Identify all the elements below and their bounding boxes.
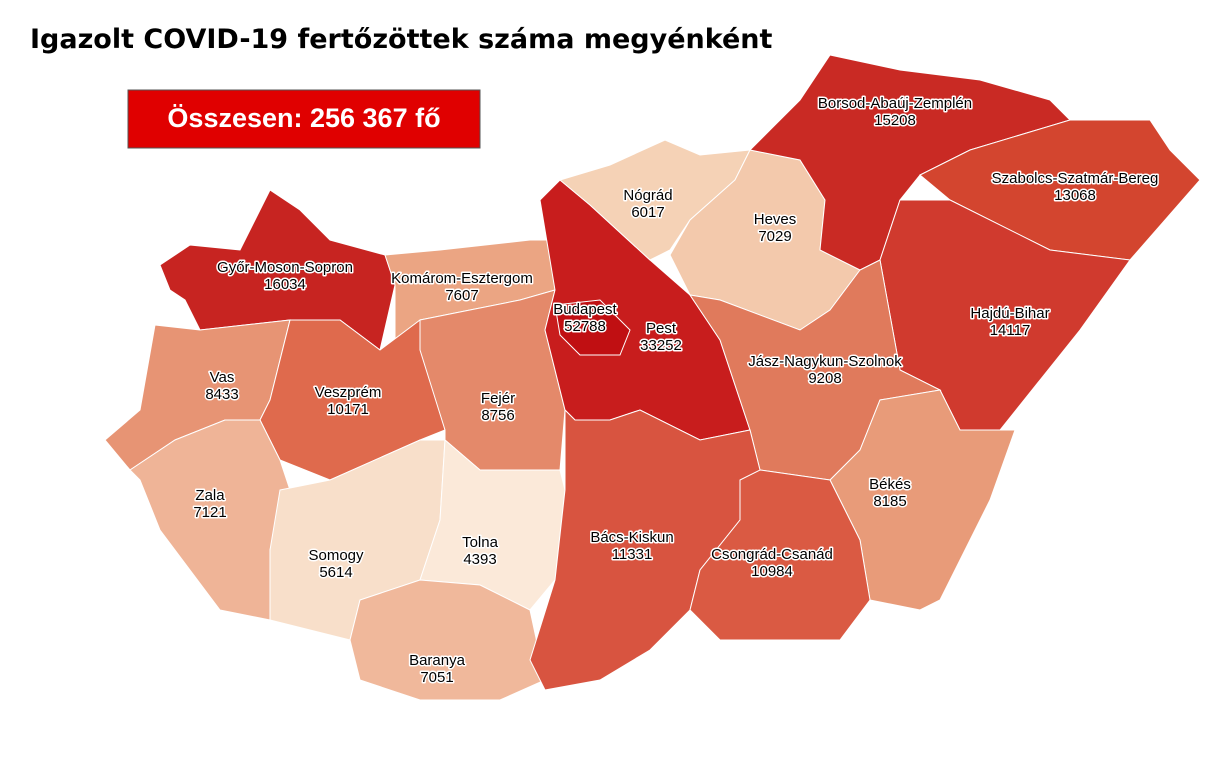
region xyxy=(919,119,1201,261)
region-name: Békés xyxy=(869,476,911,493)
region xyxy=(689,469,871,641)
region-value: 10984 xyxy=(751,563,793,580)
region-name: Fejér xyxy=(481,390,515,407)
title: Igazolt COVID-19 fertőzöttek száma megyé… xyxy=(30,24,773,55)
region-name: Heves xyxy=(754,211,797,228)
region-value: 6017 xyxy=(631,204,664,221)
region-name: Hajdú-Bihar xyxy=(970,305,1049,322)
region-value: 7051 xyxy=(420,669,453,686)
region-value: 8756 xyxy=(481,407,514,424)
region xyxy=(419,438,566,611)
region-name: Baranya xyxy=(409,652,466,669)
region-value: 33252 xyxy=(640,337,682,354)
region-value: 7029 xyxy=(758,228,791,245)
region-value: 52788 xyxy=(564,318,606,335)
region-value: 7121 xyxy=(193,504,226,521)
region-name: Tolna xyxy=(462,534,499,551)
region-name: Komárom-Esztergom xyxy=(391,270,533,287)
region-value: 13068 xyxy=(1054,187,1096,204)
region-name: Csongrád-Csanád xyxy=(711,546,833,563)
region-value: 7607 xyxy=(445,287,478,304)
region-name: Vas xyxy=(210,369,235,386)
region-value: 11331 xyxy=(612,546,653,563)
region-name: Nógrád xyxy=(623,187,672,204)
region-value: 16034 xyxy=(264,276,306,293)
region-name: Somogy xyxy=(308,547,364,564)
region-name: Győr-Moson-Sopron xyxy=(217,259,353,276)
region-value: 8433 xyxy=(205,386,238,403)
region-value: 4393 xyxy=(463,551,496,568)
region-value: 8185 xyxy=(873,493,906,510)
region-value: 15208 xyxy=(874,112,916,129)
total-box xyxy=(127,89,481,149)
region-value: 14117 xyxy=(990,322,1031,339)
region-name: Szabolcs-Szatmár-Bereg xyxy=(992,170,1159,187)
region-name: Borsod-Abaúj-Zemplén xyxy=(818,95,972,112)
total: Összesen: 256 367 fő xyxy=(167,103,440,133)
region-name: Budapest xyxy=(553,301,617,318)
region xyxy=(554,299,631,356)
region-value: 9208 xyxy=(808,370,841,387)
region-name: Jász-Nagykun-Szolnok xyxy=(748,353,902,370)
region-name: Veszprém xyxy=(315,384,382,401)
region-name: Bács-Kiskun xyxy=(590,529,673,546)
regions xyxy=(104,54,1201,701)
region-value: 10171 xyxy=(327,401,369,418)
region-value: 5614 xyxy=(319,564,352,581)
region-name: Pest xyxy=(646,320,677,337)
region xyxy=(419,289,566,471)
region-name: Zala xyxy=(195,487,225,504)
